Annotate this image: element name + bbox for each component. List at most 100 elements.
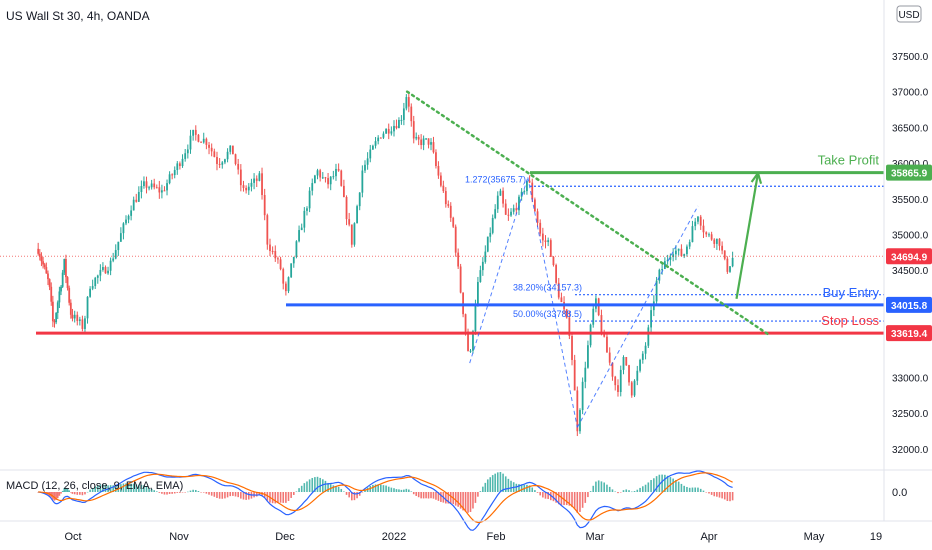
- candle-body[interactable]: [723, 250, 726, 259]
- candle-body[interactable]: [329, 176, 332, 185]
- price-pane[interactable]: [37, 91, 734, 437]
- candle-body[interactable]: [237, 163, 240, 170]
- candle-body[interactable]: [277, 258, 279, 260]
- candle-body[interactable]: [184, 153, 187, 159]
- candle-body[interactable]: [390, 131, 393, 134]
- candle-body[interactable]: [531, 182, 534, 200]
- candle-body[interactable]: [533, 199, 536, 212]
- candle-body[interactable]: [464, 314, 467, 332]
- candle-body[interactable]: [427, 138, 430, 145]
- candle-body[interactable]: [109, 260, 112, 271]
- candle-body[interactable]: [73, 314, 76, 319]
- candle-body[interactable]: [69, 302, 72, 315]
- candle-body[interactable]: [435, 152, 437, 167]
- candle-body[interactable]: [176, 163, 179, 171]
- candle-body[interactable]: [99, 269, 102, 276]
- candle-body[interactable]: [178, 163, 181, 167]
- candle-body[interactable]: [502, 190, 504, 204]
- signal-line[interactable]: [38, 472, 733, 524]
- candle-body[interactable]: [541, 233, 544, 241]
- projection-arrow[interactable]: [735, 172, 760, 299]
- candle-body[interactable]: [405, 97, 408, 109]
- candle-body[interactable]: [292, 256, 295, 264]
- candle-body[interactable]: [229, 145, 232, 152]
- candle-body[interactable]: [50, 286, 53, 302]
- candle-body[interactable]: [694, 221, 697, 227]
- candle-body[interactable]: [544, 240, 547, 243]
- candle-body[interactable]: [218, 163, 221, 165]
- candle-body[interactable]: [518, 196, 520, 211]
- candle-body[interactable]: [614, 376, 617, 386]
- candle-body[interactable]: [132, 199, 135, 211]
- candle-body[interactable]: [410, 106, 413, 122]
- candle-body[interactable]: [60, 286, 62, 292]
- candle-body[interactable]: [584, 367, 587, 382]
- candle-body[interactable]: [552, 256, 555, 266]
- candle-body[interactable]: [726, 258, 729, 272]
- candle-body[interactable]: [592, 308, 595, 325]
- candle-body[interactable]: [680, 248, 683, 257]
- candle-body[interactable]: [619, 369, 622, 392]
- candle-body[interactable]: [412, 121, 415, 139]
- candle-body[interactable]: [47, 273, 49, 280]
- candle-body[interactable]: [321, 177, 324, 179]
- candle-body[interactable]: [221, 162, 224, 165]
- candle-body[interactable]: [496, 195, 499, 210]
- candle-body[interactable]: [571, 336, 573, 360]
- fib-swing-line[interactable]: [527, 177, 578, 428]
- candles[interactable]: [37, 91, 734, 437]
- candle-body[interactable]: [625, 356, 628, 366]
- candle-body[interactable]: [666, 259, 669, 262]
- candle-body[interactable]: [702, 225, 705, 233]
- candle-body[interactable]: [361, 170, 364, 193]
- candle-body[interactable]: [611, 362, 614, 377]
- candle-body[interactable]: [573, 359, 576, 391]
- candle-body[interactable]: [300, 227, 303, 231]
- candle-body[interactable]: [137, 192, 140, 202]
- candle-body[interactable]: [474, 303, 477, 332]
- candle-body[interactable]: [528, 180, 531, 183]
- candle-body[interactable]: [417, 136, 420, 140]
- candle-body[interactable]: [65, 258, 67, 278]
- candle-body[interactable]: [145, 181, 148, 188]
- candle-body[interactable]: [439, 175, 442, 186]
- candle-body[interactable]: [549, 240, 552, 257]
- candle-body[interactable]: [66, 277, 69, 288]
- candle-body[interactable]: [335, 168, 337, 177]
- candle-body[interactable]: [449, 205, 452, 218]
- candle-body[interactable]: [166, 183, 168, 191]
- candle-body[interactable]: [628, 365, 630, 383]
- candle-body[interactable]: [102, 267, 104, 270]
- candle-body[interactable]: [71, 314, 74, 319]
- candle-body[interactable]: [86, 296, 89, 319]
- candle-body[interactable]: [295, 241, 298, 257]
- candle-body[interactable]: [675, 250, 677, 255]
- drawing-layer[interactable]: 1.272(35675.7) 38.20%(34157.3) 50.00%(3378…: [0, 90, 884, 428]
- candle-body[interactable]: [261, 173, 263, 196]
- candle-body[interactable]: [192, 129, 195, 136]
- candle-body[interactable]: [282, 269, 285, 284]
- candle-body[interactable]: [68, 287, 71, 303]
- candle-body[interactable]: [125, 219, 127, 224]
- candle-body[interactable]: [510, 211, 512, 216]
- candle-body[interactable]: [407, 97, 410, 107]
- candle-body[interactable]: [372, 145, 374, 150]
- candle-body[interactable]: [353, 223, 356, 245]
- candle-body[interactable]: [369, 149, 372, 159]
- candle-body[interactable]: [155, 187, 158, 189]
- candle-body[interactable]: [484, 251, 487, 262]
- candle-body[interactable]: [210, 147, 213, 152]
- candle-body[interactable]: [472, 331, 474, 351]
- candle-body[interactable]: [342, 185, 345, 197]
- candle-body[interactable]: [181, 158, 184, 167]
- price-axis[interactable]: 37500.0 37000.0 36500.0 36000.0 35500.0 35000…: [892, 52, 929, 456]
- candle-body[interactable]: [197, 134, 200, 142]
- candle-body[interactable]: [250, 182, 253, 187]
- candle-body[interactable]: [143, 181, 145, 187]
- candle-body[interactable]: [400, 119, 403, 121]
- candle-body[interactable]: [512, 208, 515, 212]
- candle-body[interactable]: [425, 138, 427, 140]
- candle-body[interactable]: [345, 196, 348, 220]
- candle-body[interactable]: [84, 318, 86, 329]
- candle-body[interactable]: [290, 263, 293, 278]
